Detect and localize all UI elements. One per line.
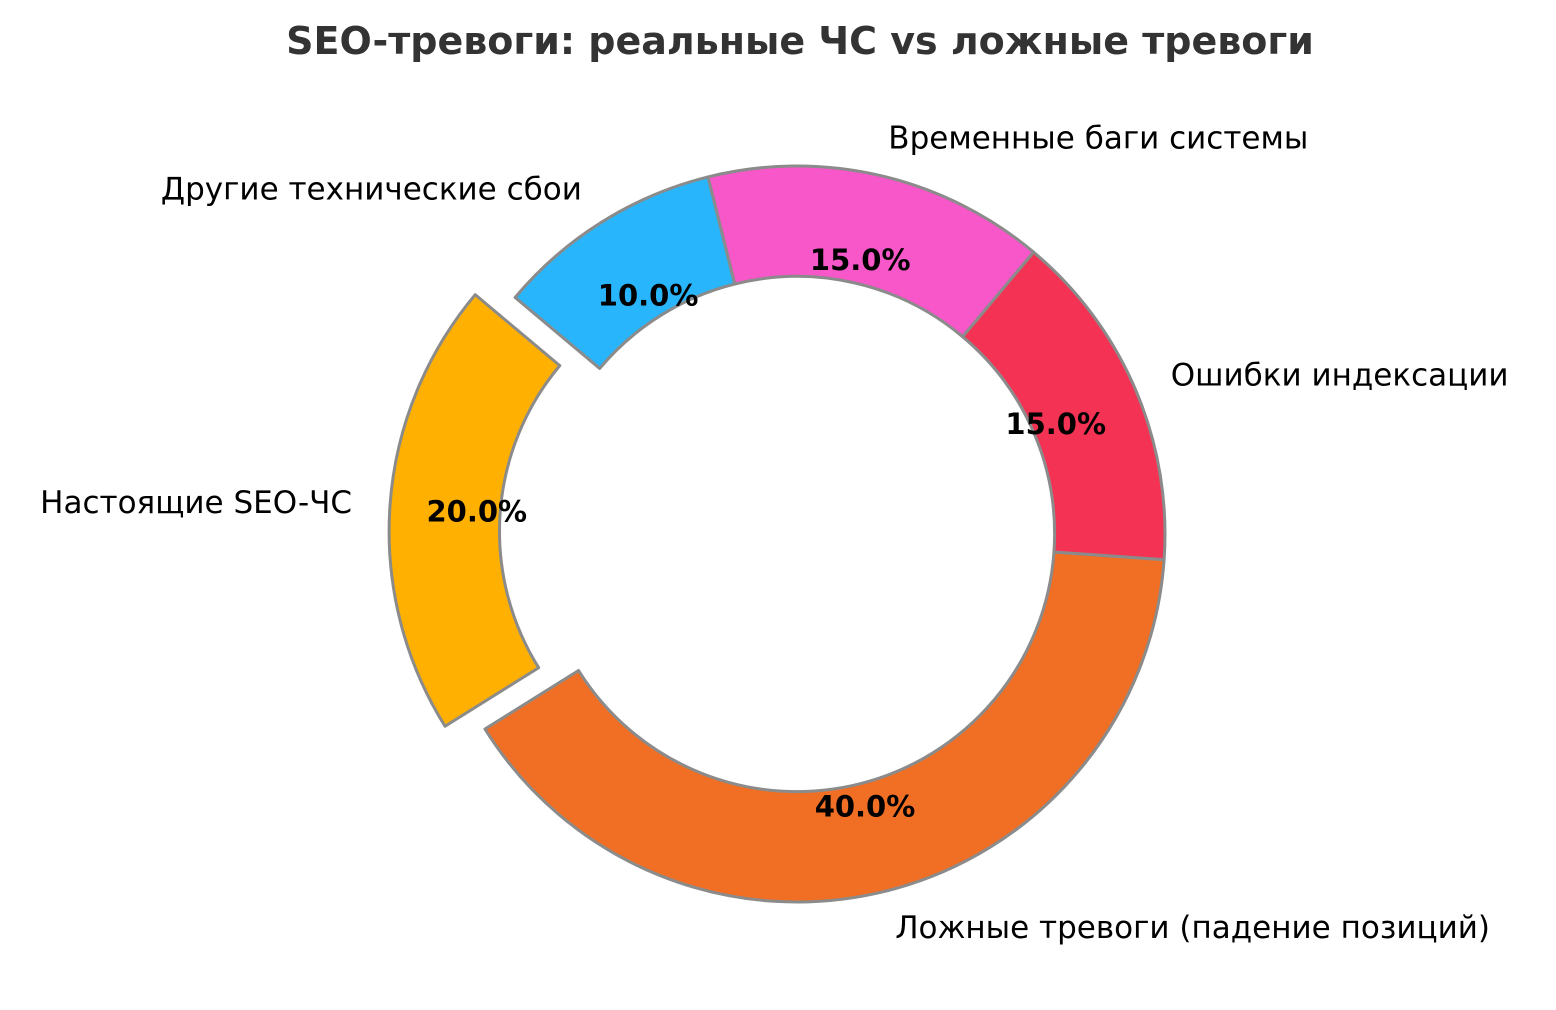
pct-label-0: 20.0% bbox=[426, 495, 527, 529]
slice-label-1: Ложные тревоги (падение позиций) bbox=[895, 910, 1490, 946]
slice-label-4: Другие технические сбои bbox=[161, 172, 582, 208]
pie-slice-1 bbox=[483, 550, 1166, 904]
pct-label-1: 40.0% bbox=[815, 790, 916, 824]
pct-label-4: 10.0% bbox=[598, 279, 699, 313]
slice-label-0: Настоящие SEO-ЧС bbox=[40, 485, 352, 521]
pie-slice-0 bbox=[387, 293, 562, 728]
pct-label-3: 15.0% bbox=[810, 243, 911, 277]
slice-label-3: Временные баги системы bbox=[888, 120, 1308, 156]
chart-title: SEO-тревоги: реальные ЧС vs ложные трево… bbox=[286, 19, 1314, 63]
labels-group: 20.0% Настоящие SEO-ЧС 40.0% Ложные тревоги… bbox=[40, 120, 1508, 946]
slices-group bbox=[387, 164, 1167, 904]
pie-slice-4 bbox=[513, 175, 737, 370]
slice-label-2: Ошибки индексации bbox=[1171, 357, 1509, 393]
pct-label-2: 15.0% bbox=[1005, 407, 1106, 441]
